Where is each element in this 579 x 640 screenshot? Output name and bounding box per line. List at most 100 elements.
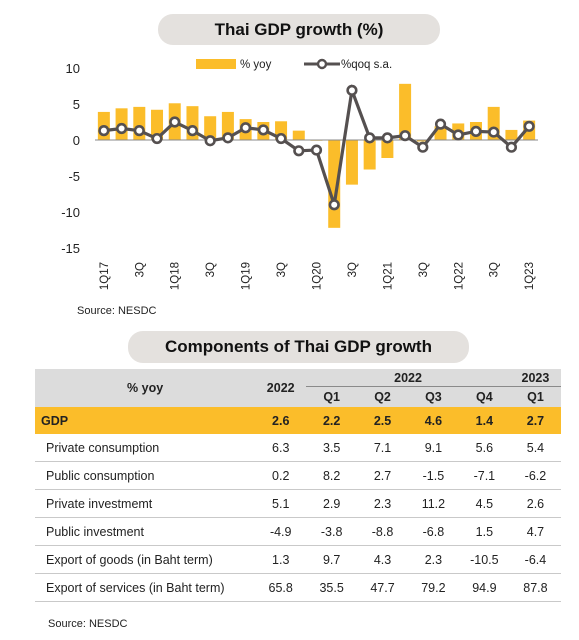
table-row-gdp: GDP 2.6 2.2 2.5 4.6 1.4 2.7: [35, 407, 561, 434]
table-cell: -6.2: [509, 461, 561, 490]
table-cell: 1.4: [458, 407, 510, 434]
table-cell: 2.6: [509, 489, 561, 518]
point-qoq: [434, 118, 447, 130]
row-label: Private investmemt: [35, 489, 256, 518]
header-label: % yoy: [35, 369, 256, 407]
legend-swatch-yoy: [196, 59, 236, 69]
table-cell: 5.4: [509, 434, 561, 462]
table-cell: 79.2: [407, 573, 459, 602]
table-source: Source: NESDC: [48, 618, 128, 630]
table-cell: 47.7: [357, 573, 408, 602]
x-tick-label: 1Q20: [312, 262, 324, 290]
point-qoq: [417, 141, 429, 153]
point-qoq: [505, 141, 518, 153]
row-label: Public consumption: [35, 461, 256, 490]
table-cell: 1.5: [458, 517, 510, 546]
table-cell: 7.1: [357, 434, 408, 462]
bar-yoy: [363, 140, 376, 170]
table-cell: -10.5: [458, 545, 510, 574]
table-cell: 2.2: [306, 407, 358, 434]
x-tick-label: 1Q18: [170, 262, 182, 290]
point-qoq: [452, 129, 464, 141]
header-year: 2022: [255, 369, 307, 407]
y-tick-label: 10: [66, 61, 80, 76]
table-cell: 2.3: [407, 545, 459, 574]
table-cell: 0.2: [255, 461, 307, 490]
table-cell: 6.3: [255, 434, 307, 462]
table-cell: 2.7: [509, 407, 561, 434]
bar-yoy: [292, 130, 305, 140]
point-qoq: [346, 84, 358, 96]
table-row: Private consumption 6.3 3.5 7.1 9.1 5.6 5.4: [35, 434, 561, 462]
table-cell: -6.8: [407, 517, 459, 546]
point-qoq: [328, 199, 340, 211]
point-qoq: [293, 145, 305, 157]
y-tick-label: 5: [73, 97, 80, 112]
point-qoq: [364, 132, 376, 144]
y-tick-label: -5: [68, 169, 80, 184]
point-qoq: [169, 116, 181, 128]
table-cell: -8.8: [357, 517, 408, 546]
header-quarter: Q1: [509, 386, 561, 407]
legend-marker-qoq: [316, 58, 328, 70]
row-label: Public investment: [35, 517, 256, 546]
table-cell: 9.7: [306, 545, 358, 574]
point-qoq: [310, 144, 323, 156]
header-quarter: Q1: [306, 386, 358, 407]
point-qoq: [133, 125, 145, 137]
table-cell: 65.8: [255, 573, 307, 602]
table-cell: 5.1: [255, 489, 307, 518]
point-qoq: [523, 120, 535, 132]
row-label: Export of services (in Baht term): [35, 573, 256, 602]
table-cell: 9.1: [407, 434, 459, 462]
point-qoq: [186, 125, 199, 137]
bar-yoy: [204, 116, 217, 140]
bar-yoy: [151, 109, 164, 140]
bar-yoy: [505, 129, 518, 140]
y-tick-label: -10: [61, 205, 80, 220]
point-qoq: [222, 132, 234, 144]
point-qoq: [98, 125, 110, 137]
table-cell: 87.8: [509, 573, 561, 602]
y-tick-label: 0: [73, 133, 80, 148]
header-quarter: Q4: [458, 386, 510, 407]
x-tick-label: 3Q: [205, 262, 217, 277]
header-group-2023: 2023: [509, 369, 561, 388]
chart-source: Source: NESDC: [77, 305, 157, 317]
x-tick-label: 3Q: [489, 262, 501, 277]
table-cell: 94.9: [458, 573, 510, 602]
x-tick-label: 1Q22: [453, 262, 465, 290]
table-row: Export of goods (in Baht term) 1.3 9.7 4.3 2…: [35, 545, 561, 574]
legend-label-yoy: % yoy: [240, 59, 272, 71]
components-table: % yoy 2022 2022 2023 Q1 Q2 Q3 Q4 Q1 GDP 2…: [35, 369, 561, 602]
x-tick-label: 1Q21: [382, 262, 394, 290]
bar-yoy: [345, 140, 358, 185]
table-title: Components of Thai GDP growth: [128, 331, 469, 363]
point-qoq: [204, 135, 216, 147]
bar-yoy: [221, 111, 234, 140]
table-cell: -7.1: [458, 461, 510, 490]
table-row: Public consumption 0.2 8.2 2.7 -1.5 -7.1 -6.2: [35, 461, 561, 490]
table-cell: 2.9: [306, 489, 358, 518]
table-cell: 2.7: [357, 461, 408, 490]
chart-title: Thai GDP growth (%): [158, 14, 440, 45]
x-tick-label: 1Q17: [99, 262, 111, 290]
bar-yoy: [416, 140, 429, 142]
header-quarter: Q3: [407, 386, 459, 407]
point-qoq: [488, 126, 500, 138]
point-qoq: [275, 132, 287, 145]
table-cell: -1.5: [407, 461, 459, 490]
table-cell: 35.5: [306, 573, 358, 602]
bar-yoy: [381, 140, 394, 158]
table-row: Export of services (in Baht term) 65.8 35.…: [35, 573, 561, 602]
table-row: Private investmemt 5.1 2.9 2.3 11.2 4.5 2.6: [35, 489, 561, 518]
point-qoq: [381, 132, 393, 144]
point-qoq: [151, 132, 163, 145]
table-row: Public investment -4.9 -3.8 -8.8 -6.8 1.5 4.7: [35, 517, 561, 546]
table-cell: 2.5: [357, 407, 408, 434]
table-cell: 2.3: [357, 489, 408, 518]
point-qoq: [399, 130, 411, 142]
row-label: Export of goods (in Baht term): [35, 545, 256, 574]
table-cell: 11.2: [407, 489, 459, 518]
point-qoq: [257, 124, 269, 136]
